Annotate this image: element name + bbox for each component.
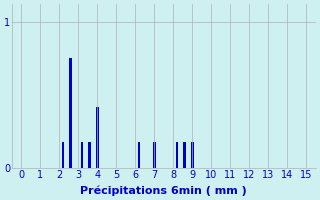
Bar bbox=[153, 142, 156, 168]
Bar bbox=[138, 142, 140, 168]
Bar bbox=[69, 58, 72, 168]
Bar bbox=[61, 142, 64, 168]
Bar bbox=[88, 142, 91, 168]
Bar bbox=[183, 142, 186, 168]
Bar bbox=[81, 142, 84, 168]
Bar bbox=[96, 107, 99, 168]
X-axis label: Précipitations 6min ( mm ): Précipitations 6min ( mm ) bbox=[80, 185, 247, 196]
Bar bbox=[176, 142, 179, 168]
Bar bbox=[191, 142, 194, 168]
